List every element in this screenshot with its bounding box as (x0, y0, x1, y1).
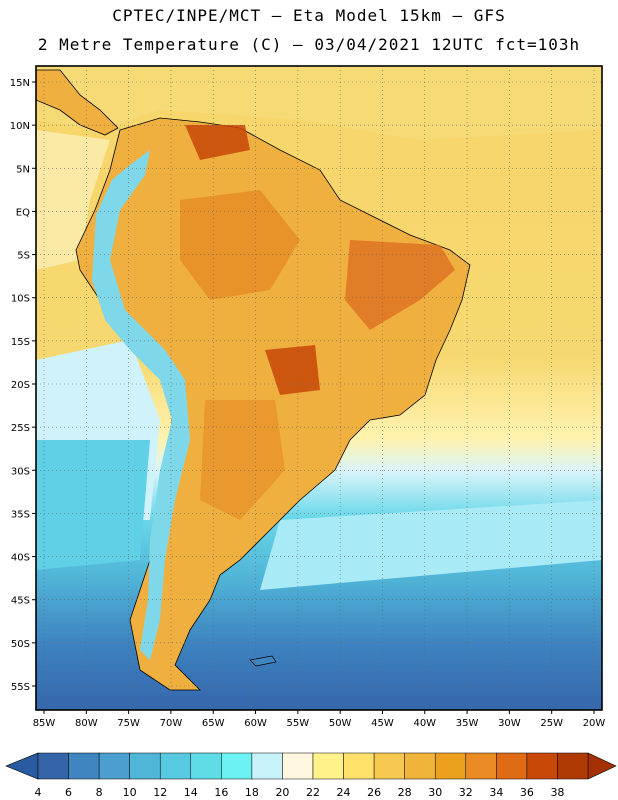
colorbar-label: 36 (520, 786, 534, 799)
colorbar-label: 6 (65, 786, 72, 799)
caribbean-region (36, 66, 602, 140)
colorbar-label: 4 (35, 786, 42, 799)
colorbar-swatch (557, 752, 589, 780)
latitude-label: EQ (16, 207, 30, 218)
colorbar-swatch (373, 752, 405, 780)
colorbar-label: 10 (123, 786, 137, 799)
latitude-label: 55S (11, 682, 30, 693)
colorbar-label: 30 (428, 786, 442, 799)
latitude-label: 15N (10, 78, 30, 89)
colorbar-label: 22 (306, 786, 320, 799)
hot-core-chaco (200, 400, 285, 520)
colorbar-swatch (526, 752, 558, 780)
hot-core-amazon (180, 190, 300, 300)
latitude-label: 10N (10, 121, 30, 132)
latitude-label: 15S (11, 337, 30, 348)
south-atlantic-cool-band (260, 500, 602, 590)
latitude-label: 25S (11, 423, 30, 434)
colorbar-label: 16 (214, 786, 228, 799)
south-pacific-cold-band (36, 440, 150, 570)
hot-core-northeast (345, 240, 455, 330)
latitude-label: 45S (11, 596, 30, 607)
latitude-label: 20S (11, 380, 30, 391)
colorbar-swatch (404, 752, 436, 780)
colorbar-swatch (37, 752, 69, 780)
colorbar-label: 24 (337, 786, 351, 799)
falkland-islands (249, 655, 277, 667)
colorbar-label: 38 (550, 786, 564, 799)
colorbar-swatch (221, 752, 253, 780)
colorbar-label: 14 (184, 786, 198, 799)
east-pacific-warm-band (36, 130, 110, 270)
longitude-label: 75W (117, 718, 140, 729)
longitude-label: 85W (33, 718, 56, 729)
colorbar-swatch (129, 752, 161, 780)
colorbar-swatch (251, 752, 283, 780)
colorbar-label: 20 (275, 786, 289, 799)
central-america-landmass (36, 69, 119, 136)
colorbar-swatch (434, 752, 467, 780)
colorbar-label: 8 (96, 786, 103, 799)
colorbar-label: 32 (459, 786, 473, 799)
colorbar-swatch (282, 752, 314, 780)
longitude-label: 20W (583, 718, 606, 729)
latitude-label: 40S (11, 553, 30, 564)
colorbar-low-arrow (5, 752, 39, 780)
colorbar-high-arrow (587, 752, 617, 780)
longitude-label: 50W (329, 718, 352, 729)
andes-cold-strip (92, 150, 190, 660)
hot-core-venezuela (185, 125, 250, 160)
hot-core-pantanal (265, 345, 320, 395)
colorbar-swatch (343, 752, 375, 780)
longitude-label: 40W (413, 718, 436, 729)
colorbar-swatch (98, 752, 130, 780)
latitude-label: 35S (11, 509, 30, 520)
map-title-line-2: 2 Metre Temperature (C) – 03/04/2021 12U… (37, 35, 581, 54)
longitude-label: 80W (75, 718, 98, 729)
longitude-label: 60W (244, 718, 267, 729)
longitude-label: 35W (456, 718, 479, 729)
colorbar-swatch (159, 752, 192, 780)
latitude-label: 30S (11, 466, 30, 477)
longitude-label: 70W (160, 718, 183, 729)
colorbar-swatch (312, 752, 344, 780)
latitude-label: 5S (17, 251, 30, 262)
map-title-line-1: CPTEC/INPE/MCT – Eta Model 15km – GFS (112, 6, 506, 25)
colorbar-label: 28 (398, 786, 412, 799)
latitude-label: 50S (11, 639, 30, 650)
latitude-label: 10S (11, 294, 30, 305)
longitude-label: 65W (202, 718, 225, 729)
colorbar-swatch (190, 752, 222, 780)
colorbar-label: 26 (367, 786, 381, 799)
longitude-label: 25W (540, 718, 563, 729)
longitude-label: 45W (371, 718, 394, 729)
colorbar-label: 12 (153, 786, 167, 799)
colorbar-swatch (68, 752, 100, 780)
colorbar-label: 18 (245, 786, 259, 799)
colorbar-swatch (496, 752, 528, 780)
latitude-label: 5N (16, 164, 30, 175)
colorbar-swatch (465, 752, 497, 780)
longitude-label: 30W (498, 718, 521, 729)
longitude-label: 55W (287, 718, 310, 729)
colorbar-label: 34 (489, 786, 503, 799)
